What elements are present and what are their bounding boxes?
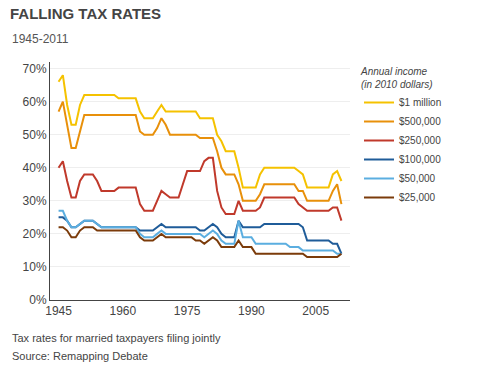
svg-text:$100,000: $100,000 [399,154,441,165]
svg-text:50%: 50% [23,128,47,142]
svg-text:$50,000: $50,000 [399,173,436,184]
svg-text:1960: 1960 [110,304,137,318]
svg-text:$25,000: $25,000 [399,192,436,203]
svg-text:1975: 1975 [174,304,201,318]
svg-text:$250,000: $250,000 [399,135,441,146]
svg-text:Annual income(in 2010 dollars): Annual income(in 2010 dollars) [360,66,433,90]
svg-text:2005: 2005 [302,304,329,318]
svg-text:40%: 40% [23,161,47,175]
svg-text:1945-2011: 1945-2011 [12,32,69,46]
svg-text:70%: 70% [23,62,47,76]
svg-text:10%: 10% [23,260,47,274]
svg-text:20%: 20% [23,227,47,241]
svg-text:0%: 0% [29,293,47,307]
svg-text:FALLING TAX RATES: FALLING TAX RATES [10,5,161,22]
svg-text:30%: 30% [23,194,47,208]
svg-text:Source: Remapping Debate: Source: Remapping Debate [12,350,148,362]
svg-text:Tax rates for married taxpayer: Tax rates for married taxpayers filing j… [12,332,221,344]
svg-text:60%: 60% [23,95,47,109]
svg-text:$500,000: $500,000 [399,116,441,127]
svg-text:$1 million: $1 million [399,97,441,108]
svg-text:1990: 1990 [238,304,265,318]
svg-text:1945: 1945 [45,304,72,318]
